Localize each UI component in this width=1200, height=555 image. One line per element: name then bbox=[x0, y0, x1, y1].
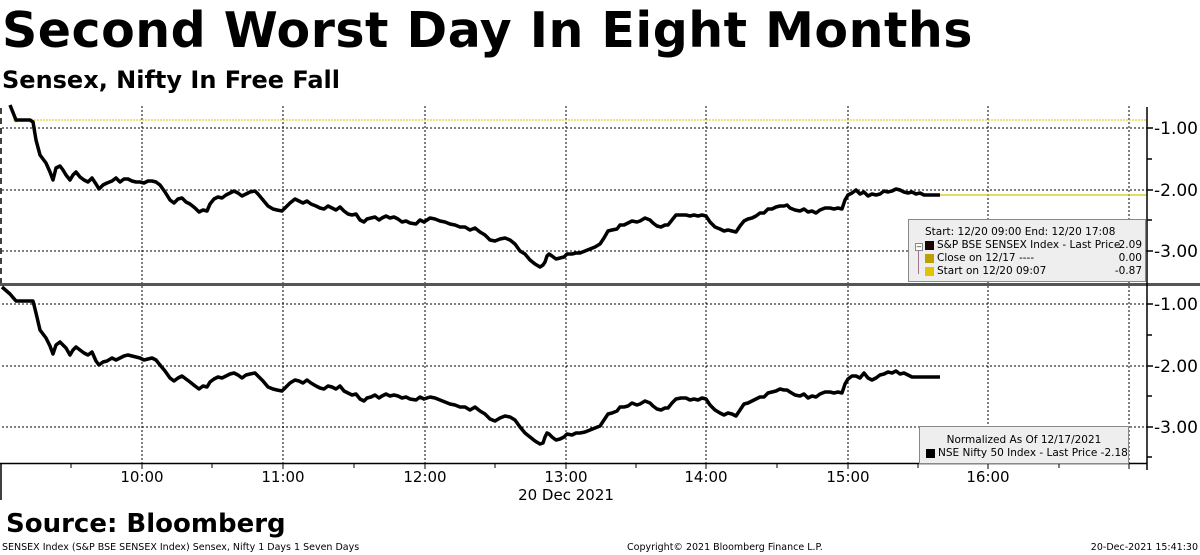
x-label-1500: 15:00 bbox=[826, 468, 869, 486]
legend-tree-line bbox=[918, 249, 919, 274]
x-axis-ticks bbox=[70, 463, 1130, 469]
right-axis-ticks bbox=[1147, 127, 1153, 458]
y-label-bottom-3: -3.00 bbox=[1154, 418, 1198, 438]
y-label-top-1: -1.00 bbox=[1154, 119, 1198, 139]
y-label-bottom-2: -2.00 bbox=[1154, 357, 1198, 377]
legend-value-sensex: -2.09 bbox=[1114, 239, 1142, 251]
legend-value-start: -0.87 bbox=[1114, 265, 1142, 277]
legend-row-sensex: S&P BSE SENSEX Index - Last Price -2.09 bbox=[925, 239, 1145, 251]
x-axis-date-label: 20 Dec 2021 bbox=[518, 486, 614, 504]
x-label-1200: 12:00 bbox=[403, 468, 446, 486]
legend-header-nifty: Normalized As Of 12/17/2021 bbox=[946, 434, 1102, 446]
legend-label-nifty: NSE Nifty 50 Index - Last Price -2.18 bbox=[938, 447, 1128, 459]
y-label-top-3: -3.00 bbox=[1154, 242, 1198, 262]
horizontal-gridlines-top bbox=[2, 127, 1147, 252]
sensex-line bbox=[8, 104, 940, 269]
footer-description: SENSEX Index (S&P BSE SENSEX Index) Sens… bbox=[2, 542, 360, 553]
legend-header: Start: 12/20 09:00 End: 12/20 17:08 bbox=[925, 226, 1116, 238]
x-label-1000: 10:00 bbox=[120, 468, 163, 486]
swatch-sensex-icon bbox=[925, 240, 934, 250]
collapse-toggle-icon[interactable]: − bbox=[915, 243, 923, 251]
footer-timestamp: 20-Dec-2021 15:41:30 bbox=[1090, 542, 1198, 553]
footer-copyright: Copyright© 2021 Bloomberg Finance L.P. bbox=[627, 542, 823, 553]
source-label: Source: Bloomberg bbox=[6, 509, 286, 539]
nifty-legend: Normalized As Of 12/17/2021 NSE Nifty 50… bbox=[919, 426, 1129, 464]
x-label-1100: 11:00 bbox=[261, 468, 304, 486]
swatch-close-icon bbox=[925, 253, 934, 263]
x-label-1400: 14:00 bbox=[684, 468, 727, 486]
vertical-gridlines bbox=[141, 106, 1130, 463]
legend-row-close: Close on 12/17 ---- 0.00 bbox=[925, 252, 1145, 264]
chart-subtitle: Sensex, Nifty In Free Fall bbox=[2, 66, 341, 94]
sensex-legend: Start: 12/20 09:00 End: 12/20 17:08 − S&… bbox=[908, 219, 1146, 282]
horizontal-gridlines-bottom bbox=[2, 303, 1147, 428]
nifty-line bbox=[0, 285, 940, 446]
legend-label-sensex: S&P BSE SENSEX Index - Last Price bbox=[937, 239, 1121, 251]
legend-row-nifty: NSE Nifty 50 Index - Last Price -2.18 bbox=[926, 447, 1128, 459]
y-label-bottom-1: -1.00 bbox=[1154, 295, 1198, 315]
chart-title: Second Worst Day In Eight Months bbox=[2, 2, 973, 59]
x-label-1300: 13:00 bbox=[544, 468, 587, 486]
legend-value-close: 0.00 bbox=[1118, 252, 1142, 264]
legend-label-start: Start on 12/20 09:07 bbox=[937, 265, 1047, 277]
swatch-nifty-icon bbox=[926, 448, 935, 458]
swatch-start-icon bbox=[925, 266, 934, 276]
legend-row-start: Start on 12/20 09:07 -0.87 bbox=[925, 265, 1145, 277]
legend-label-close: Close on 12/17 ---- bbox=[937, 252, 1035, 264]
y-label-top-2: -2.00 bbox=[1154, 181, 1198, 201]
x-label-1600: 16:00 bbox=[966, 468, 1009, 486]
